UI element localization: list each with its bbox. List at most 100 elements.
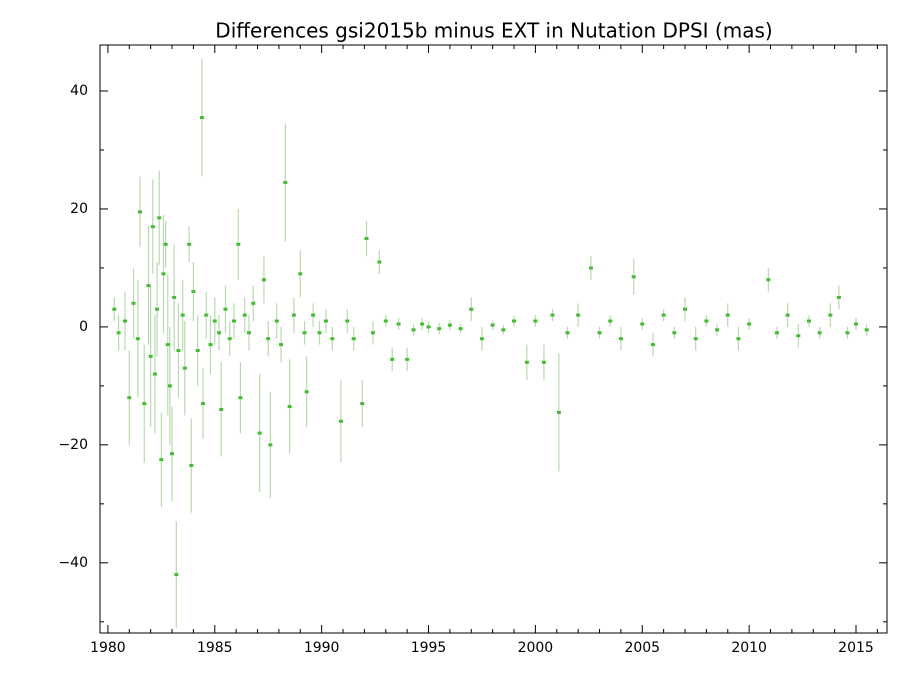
point bbox=[501, 328, 506, 332]
point bbox=[146, 284, 151, 288]
point bbox=[287, 405, 292, 409]
point bbox=[351, 337, 356, 341]
point bbox=[283, 180, 288, 184]
point bbox=[550, 313, 555, 317]
point bbox=[640, 322, 645, 326]
point bbox=[152, 372, 157, 376]
point bbox=[766, 278, 771, 282]
point bbox=[490, 323, 495, 327]
point bbox=[597, 331, 602, 335]
point bbox=[165, 343, 170, 347]
point bbox=[330, 337, 335, 341]
point bbox=[693, 337, 698, 341]
x-tick-label: 1980 bbox=[90, 640, 126, 656]
point bbox=[437, 327, 442, 331]
point bbox=[131, 301, 136, 305]
y-tick-label: 20 bbox=[70, 201, 88, 217]
point bbox=[479, 337, 484, 341]
point bbox=[208, 343, 213, 347]
point bbox=[170, 452, 175, 456]
x-tick-label: 1990 bbox=[304, 640, 340, 656]
point bbox=[420, 322, 425, 326]
point bbox=[268, 443, 273, 447]
point bbox=[189, 464, 194, 468]
point bbox=[298, 272, 303, 276]
x-tick-label: 2005 bbox=[624, 640, 660, 656]
point bbox=[650, 343, 655, 347]
point bbox=[112, 307, 117, 311]
point bbox=[411, 328, 416, 332]
point bbox=[135, 337, 140, 341]
point bbox=[201, 402, 206, 406]
point bbox=[524, 360, 529, 364]
point bbox=[291, 313, 296, 317]
point bbox=[576, 313, 581, 317]
point bbox=[157, 216, 162, 220]
point bbox=[364, 236, 369, 240]
point bbox=[864, 328, 869, 332]
point bbox=[217, 331, 222, 335]
point bbox=[377, 260, 382, 264]
point bbox=[565, 331, 570, 335]
point bbox=[223, 307, 228, 311]
point bbox=[212, 319, 217, 323]
point bbox=[736, 337, 741, 341]
point bbox=[396, 322, 401, 326]
point bbox=[167, 384, 172, 388]
x-tick-label: 2015 bbox=[838, 640, 874, 656]
point bbox=[683, 307, 688, 311]
point bbox=[195, 349, 200, 353]
point bbox=[227, 337, 232, 341]
point bbox=[163, 242, 168, 246]
point bbox=[204, 313, 209, 317]
point bbox=[338, 419, 343, 423]
point bbox=[261, 278, 266, 282]
point bbox=[661, 313, 666, 317]
point bbox=[672, 331, 677, 335]
point bbox=[533, 319, 538, 323]
point bbox=[161, 272, 166, 276]
point bbox=[219, 407, 224, 411]
point bbox=[180, 313, 185, 317]
x-tick-label: 1995 bbox=[411, 640, 447, 656]
point bbox=[251, 301, 256, 305]
point bbox=[142, 402, 147, 406]
y-tick-label: −20 bbox=[58, 437, 88, 453]
point bbox=[725, 313, 730, 317]
point bbox=[155, 307, 160, 311]
point bbox=[199, 116, 204, 120]
point bbox=[405, 357, 410, 361]
point bbox=[541, 360, 546, 364]
point bbox=[148, 354, 153, 358]
point bbox=[257, 431, 262, 435]
x-tick-label: 1985 bbox=[197, 640, 233, 656]
point bbox=[174, 573, 179, 577]
point bbox=[191, 290, 196, 294]
point bbox=[447, 323, 452, 327]
point bbox=[588, 266, 593, 270]
plot-frame bbox=[99, 44, 888, 634]
point bbox=[817, 331, 822, 335]
point bbox=[796, 334, 801, 338]
point bbox=[618, 337, 623, 341]
point bbox=[242, 313, 247, 317]
point bbox=[123, 319, 128, 323]
point bbox=[785, 313, 790, 317]
point bbox=[836, 295, 841, 299]
point bbox=[176, 349, 181, 353]
point bbox=[556, 410, 561, 414]
point bbox=[236, 242, 241, 246]
point bbox=[774, 331, 779, 335]
point bbox=[323, 319, 328, 323]
point bbox=[311, 313, 316, 317]
point bbox=[127, 396, 132, 400]
point bbox=[360, 402, 365, 406]
point bbox=[238, 396, 243, 400]
point bbox=[845, 331, 850, 335]
point bbox=[608, 319, 613, 323]
point bbox=[150, 225, 155, 229]
point bbox=[828, 313, 833, 317]
point bbox=[232, 319, 237, 323]
point bbox=[246, 331, 251, 335]
